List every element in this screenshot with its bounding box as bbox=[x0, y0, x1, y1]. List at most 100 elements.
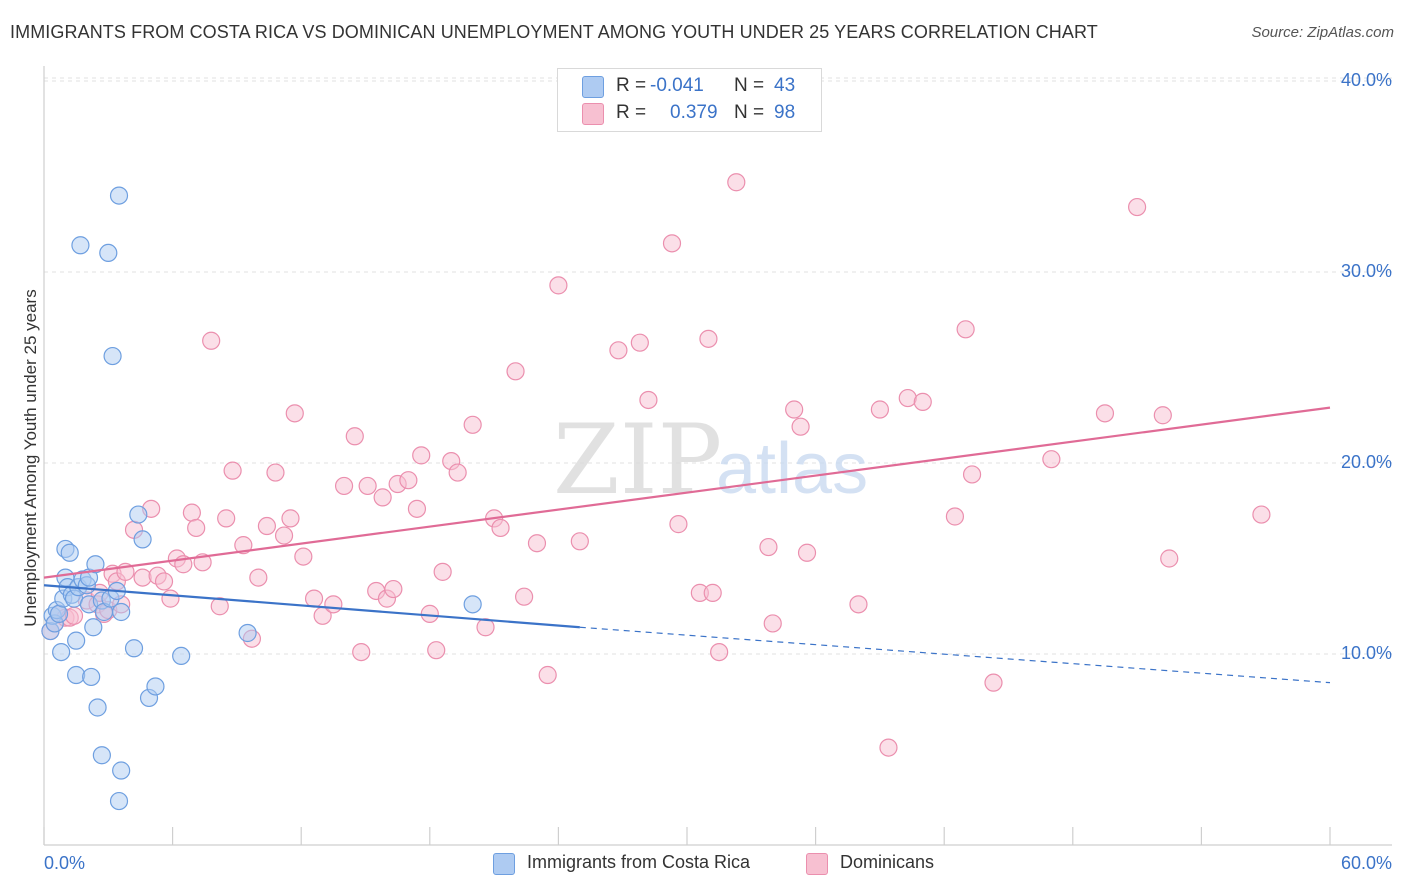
x-tick-label-min: 0.0% bbox=[44, 853, 86, 873]
dominicans-point bbox=[1160, 549, 1179, 568]
costa-rica-point bbox=[52, 642, 71, 662]
dominicans-point bbox=[945, 507, 965, 526]
dominicans-point bbox=[285, 404, 304, 423]
dominicans-point bbox=[281, 509, 300, 528]
dominicans-point bbox=[399, 471, 418, 490]
legend-n-value: 43 bbox=[774, 75, 796, 96]
legend-r-label: R = bbox=[616, 75, 647, 96]
costa-rica-point bbox=[82, 667, 101, 687]
costa-rica-point bbox=[238, 623, 257, 643]
costa-rica-trend-extension bbox=[579, 626, 1331, 684]
dominicans-point bbox=[182, 503, 201, 522]
legend-r-value: 0.379 bbox=[670, 102, 718, 123]
dominicans-point bbox=[407, 499, 427, 518]
dominicans-point bbox=[210, 597, 229, 616]
dominicans-point bbox=[506, 362, 525, 381]
dominicans-point bbox=[358, 476, 377, 496]
dominicans-point bbox=[785, 400, 804, 419]
bottom-legend-swatch-blue bbox=[493, 853, 515, 875]
dominicans-point bbox=[630, 333, 649, 352]
dominicans-point bbox=[420, 604, 439, 623]
legend-swatch-pink bbox=[582, 103, 604, 125]
bottom-legend-label: Dominicans bbox=[840, 852, 935, 872]
dominicans-point bbox=[727, 173, 746, 192]
dominicans-point bbox=[448, 463, 467, 482]
dominicans-point bbox=[64, 606, 84, 625]
dominicans-point bbox=[352, 642, 371, 662]
dominicans-point bbox=[710, 642, 729, 662]
costa-rica-point bbox=[60, 543, 79, 562]
costa-rica-point bbox=[146, 677, 165, 696]
legend-n-value: 98 bbox=[774, 102, 796, 123]
dominicans-point bbox=[274, 526, 294, 545]
costa-rica-point bbox=[99, 243, 118, 262]
dominicans-point bbox=[956, 320, 975, 339]
dominicans-point bbox=[870, 400, 890, 419]
source-label: Source: ZipAtlas.com bbox=[1251, 24, 1394, 41]
dominicans-point bbox=[1042, 450, 1061, 469]
dominicans-point bbox=[984, 673, 1003, 692]
dominicans-point bbox=[154, 572, 174, 591]
dominicans-point bbox=[334, 476, 354, 496]
dominicans-point bbox=[791, 417, 810, 436]
costa-rica-point bbox=[71, 236, 90, 255]
bottom-legend-label: Immigrants from Costa Rica bbox=[527, 852, 751, 872]
dominicans-point bbox=[962, 465, 982, 484]
dominicans-point bbox=[187, 518, 206, 538]
x-tick-label-max: 60.0% bbox=[1340, 853, 1392, 873]
dominicans-point bbox=[234, 536, 253, 555]
costa-rica-point bbox=[109, 791, 129, 811]
y-axis-title: Unemployment Among Youth under 25 years bbox=[21, 289, 40, 627]
dominicans-point bbox=[549, 276, 568, 295]
costa-rica-point bbox=[67, 631, 86, 650]
dominicans-point bbox=[223, 461, 242, 480]
costa-rica-point bbox=[172, 646, 191, 666]
axes bbox=[43, 66, 1392, 846]
dominicans-point bbox=[491, 518, 510, 538]
dominicans-point bbox=[763, 614, 782, 633]
chart-title: IMMIGRANTS FROM COSTA RICA VS DOMINICAN … bbox=[10, 22, 1098, 42]
y-tick-label: 40.0% bbox=[1340, 70, 1392, 90]
dominicans-point bbox=[538, 665, 557, 685]
bottom-legend-swatch-pink bbox=[806, 853, 828, 875]
dominicans-trend-line bbox=[43, 406, 1331, 579]
dominicans-point bbox=[384, 579, 403, 599]
costa-rica-point bbox=[49, 604, 69, 623]
dominicans-point bbox=[609, 341, 628, 360]
y-tick-label: 30.0% bbox=[1340, 261, 1392, 281]
dominicans-point bbox=[797, 543, 817, 562]
dominicans-point bbox=[1252, 505, 1271, 524]
gridlines bbox=[44, 77, 1392, 655]
dominicans-point bbox=[759, 537, 778, 557]
legend-n-label: N = bbox=[734, 75, 765, 96]
dominicans-point bbox=[133, 568, 152, 587]
dominicans-point bbox=[849, 595, 868, 614]
dominicans-point bbox=[463, 415, 482, 434]
dominicans-point bbox=[161, 589, 180, 608]
costa-rica-point bbox=[92, 746, 111, 765]
dominicans-point bbox=[703, 583, 722, 602]
costa-rica-point bbox=[133, 530, 152, 549]
costa-rica-point bbox=[124, 639, 144, 658]
costa-rica-point bbox=[88, 698, 107, 717]
dominicans-point bbox=[217, 509, 236, 528]
dominicans-point bbox=[433, 562, 452, 581]
costa-rica-trend-line bbox=[43, 584, 580, 629]
dominicans-point bbox=[527, 534, 547, 553]
costa-rica-points bbox=[41, 186, 482, 811]
dominicans-point bbox=[249, 568, 268, 587]
dominicans-point bbox=[879, 738, 898, 757]
dominicans-point bbox=[898, 388, 917, 408]
dominicans-point bbox=[304, 589, 324, 608]
dominicans-point bbox=[1153, 406, 1172, 425]
legend-r-value: -0.041 bbox=[650, 75, 704, 96]
trend-lines bbox=[43, 406, 1331, 684]
costa-rica-point bbox=[463, 595, 482, 614]
dominicans-point bbox=[427, 641, 446, 660]
watermark-atlas: atlas bbox=[716, 429, 868, 509]
dominicans-point bbox=[662, 234, 682, 253]
dominicans-point bbox=[257, 516, 277, 536]
watermark: ZIP atlas bbox=[553, 404, 868, 516]
dominicans-point bbox=[476, 618, 495, 637]
